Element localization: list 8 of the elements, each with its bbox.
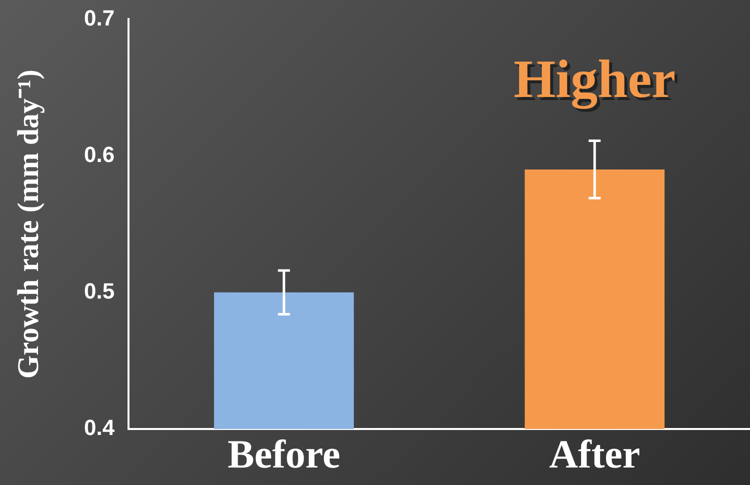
y-axis-title: Growth rate (mm day⁻¹): [12, 69, 45, 379]
x-tick-label: After: [549, 431, 640, 476]
y-tick-label: 0.7: [84, 5, 115, 30]
x-tick-label: Before: [228, 431, 340, 476]
annotation: Higher: [516, 52, 679, 112]
y-tick-label: 0.4: [84, 415, 116, 440]
y-tick-label: 0.5: [84, 278, 115, 304]
y-tick-label: 0.6: [84, 142, 115, 167]
